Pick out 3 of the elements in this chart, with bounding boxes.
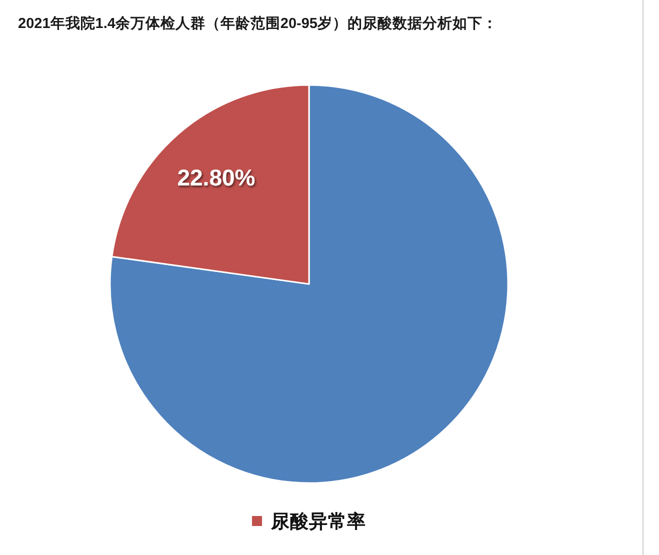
title: 2021年我院1.4余万体检人群（年龄范围20-95岁）的尿酸数据分析如下：: [18, 16, 498, 32]
legend: 尿酸异常率: [252, 510, 366, 532]
legend-label: 尿酸异常率: [270, 510, 366, 532]
